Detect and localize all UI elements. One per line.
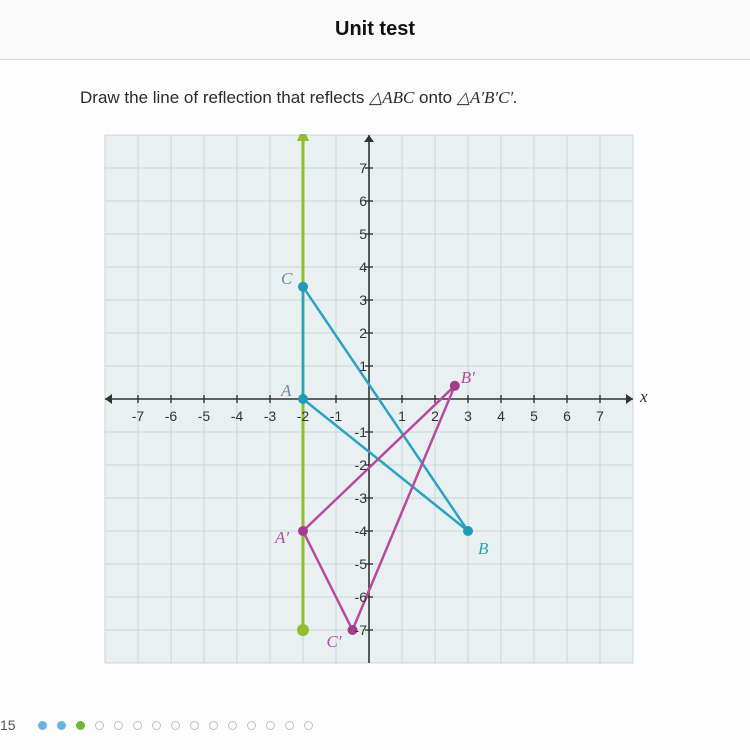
y-tick-6: 6 xyxy=(345,193,367,209)
y-tick-3: 3 xyxy=(345,292,367,308)
x-tick--6: -6 xyxy=(160,408,182,424)
x-tick--4: -4 xyxy=(226,408,248,424)
reflection-handle-bottom[interactable] xyxy=(297,624,309,636)
y-tick-2: 2 xyxy=(345,325,367,341)
progress-dot-2[interactable] xyxy=(57,721,66,730)
vertex-A[interactable] xyxy=(298,394,308,404)
y-tick--1: -1 xyxy=(345,424,367,440)
y-tick--2: -2 xyxy=(345,457,367,473)
x-tick--7: -7 xyxy=(127,408,149,424)
progress-dot-4[interactable] xyxy=(95,721,104,730)
vertex-label-A′: A′ xyxy=(275,528,289,548)
progress-dot-15[interactable] xyxy=(304,721,313,730)
vertex-B′[interactable] xyxy=(450,381,460,391)
x-tick-4: 4 xyxy=(490,408,512,424)
progress-dot-13[interactable] xyxy=(266,721,275,730)
progress-dot-9[interactable] xyxy=(190,721,199,730)
y-tick--7: -7 xyxy=(345,622,367,638)
progress-dot-1[interactable] xyxy=(38,721,47,730)
progress-dot-12[interactable] xyxy=(247,721,256,730)
progress-dot-6[interactable] xyxy=(133,721,142,730)
y-tick-5: 5 xyxy=(345,226,367,242)
page-header: Unit test xyxy=(0,0,750,60)
y-tick-4: 4 xyxy=(345,259,367,275)
progress-dot-8[interactable] xyxy=(171,721,180,730)
x-tick-6: 6 xyxy=(556,408,578,424)
y-tick-7: 7 xyxy=(345,160,367,176)
x-tick--5: -5 xyxy=(193,408,215,424)
y-tick--4: -4 xyxy=(345,523,367,539)
x-tick-5: 5 xyxy=(523,408,545,424)
vertex-label-B: B xyxy=(478,539,488,559)
progress-dot-7[interactable] xyxy=(152,721,161,730)
y-tick--5: -5 xyxy=(345,556,367,572)
progress-dot-10[interactable] xyxy=(209,721,218,730)
vertex-label-C′: C′ xyxy=(327,632,342,652)
question-text: Draw the line of reflection that reflect… xyxy=(80,88,690,108)
vertex-label-B′: B′ xyxy=(461,368,475,388)
question-prefix: Draw the line of reflection that reflect… xyxy=(80,88,369,107)
triangle-abc-text: △ABC xyxy=(369,88,414,107)
content-area: Draw the line of reflection that reflect… xyxy=(0,60,750,750)
coordinate-chart[interactable]: y x -7-6-5-4-3-2-11234567-7-6-5-4-3-2-11… xyxy=(80,134,640,664)
x-tick-1: 1 xyxy=(391,408,413,424)
vertex-label-A: A xyxy=(281,381,291,401)
vertex-A′[interactable] xyxy=(298,526,308,536)
progress-dot-14[interactable] xyxy=(285,721,294,730)
progress-bar: 15 xyxy=(0,710,750,740)
vertex-C[interactable] xyxy=(298,282,308,292)
triangle-aprime-text: △A′B′C′. xyxy=(457,88,518,107)
progress-current: 15 xyxy=(0,717,16,733)
vertex-B[interactable] xyxy=(463,526,473,536)
progress-dot-5[interactable] xyxy=(114,721,123,730)
x-tick--3: -3 xyxy=(259,408,281,424)
progress-dot-11[interactable] xyxy=(228,721,237,730)
page-title: Unit test xyxy=(335,18,415,41)
y-tick--6: -6 xyxy=(345,589,367,605)
y-tick-1: 1 xyxy=(345,358,367,374)
question-mid: onto xyxy=(414,88,457,107)
x-tick--2: -2 xyxy=(292,408,314,424)
y-tick--3: -3 xyxy=(345,490,367,506)
x-tick-7: 7 xyxy=(589,408,611,424)
progress-dots xyxy=(38,721,313,730)
x-tick-3: 3 xyxy=(457,408,479,424)
x-tick--1: -1 xyxy=(325,408,347,424)
x-tick-2: 2 xyxy=(424,408,446,424)
progress-dot-3[interactable] xyxy=(76,721,85,730)
vertex-label-C: C xyxy=(281,269,292,289)
